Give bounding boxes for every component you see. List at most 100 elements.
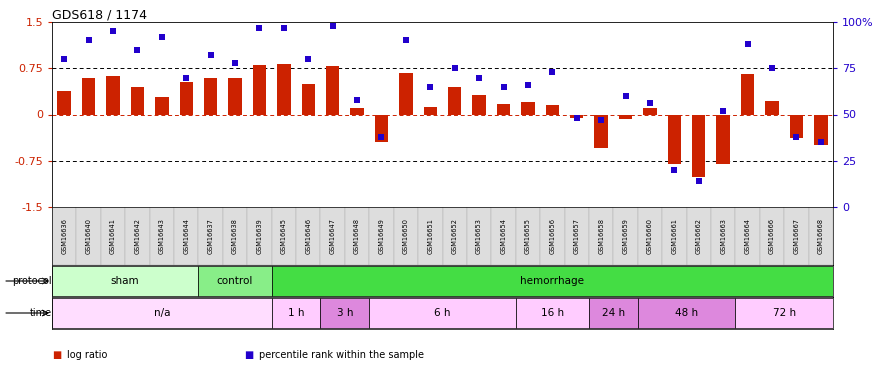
Text: GSM16649: GSM16649 [379, 218, 384, 254]
Bar [540, 207, 564, 265]
Text: GSM16659: GSM16659 [622, 218, 628, 254]
Text: GSM16648: GSM16648 [354, 218, 360, 254]
Text: GSM16640: GSM16640 [86, 218, 92, 254]
Bar [564, 207, 589, 265]
Bar [271, 266, 833, 296]
Text: ■: ■ [52, 350, 61, 360]
Bar [179, 82, 193, 114]
Text: GSM16636: GSM16636 [61, 218, 67, 254]
Bar [741, 74, 754, 114]
Text: GSM16637: GSM16637 [207, 218, 214, 254]
Text: GSM16654: GSM16654 [500, 218, 507, 254]
Text: GSM16644: GSM16644 [183, 218, 189, 254]
Text: GSM16639: GSM16639 [256, 218, 262, 254]
Text: GSM16651: GSM16651 [427, 218, 433, 254]
Text: GSM16668: GSM16668 [818, 218, 823, 254]
Bar [150, 207, 174, 265]
Text: GSM16645: GSM16645 [281, 218, 287, 254]
Text: n/a: n/a [154, 308, 170, 318]
Text: GSM16663: GSM16663 [720, 218, 726, 254]
Text: 1 h: 1 h [288, 308, 304, 318]
Bar [271, 207, 296, 265]
Text: GSM16638: GSM16638 [232, 218, 238, 254]
Bar [174, 207, 199, 265]
Bar [515, 298, 589, 328]
Bar [253, 65, 266, 114]
Bar [613, 207, 638, 265]
Text: GSM16660: GSM16660 [647, 218, 653, 254]
Bar [789, 114, 803, 138]
Bar [418, 207, 443, 265]
Bar [619, 114, 633, 119]
Text: GSM16641: GSM16641 [110, 218, 116, 254]
Bar [570, 114, 584, 118]
Bar [223, 207, 248, 265]
Text: protocol: protocol [12, 276, 52, 286]
Text: 24 h: 24 h [602, 308, 625, 318]
Bar [82, 78, 95, 114]
Text: 48 h: 48 h [675, 308, 698, 318]
Bar [668, 114, 681, 164]
Text: GSM16664: GSM16664 [745, 218, 751, 254]
Bar [155, 97, 169, 114]
Text: GSM16642: GSM16642 [135, 218, 140, 254]
Bar [760, 207, 784, 265]
Bar [467, 207, 492, 265]
Bar [515, 207, 540, 265]
Bar [302, 84, 315, 114]
Bar [492, 207, 515, 265]
Bar [204, 78, 217, 114]
Bar [497, 104, 510, 114]
Text: GSM16662: GSM16662 [696, 218, 702, 254]
Text: GSM16656: GSM16656 [550, 218, 556, 254]
Bar [130, 87, 144, 114]
Text: GDS618 / 1174: GDS618 / 1174 [52, 9, 147, 22]
Bar [296, 207, 320, 265]
Bar [443, 207, 467, 265]
Bar [735, 207, 760, 265]
Text: GSM16657: GSM16657 [574, 218, 580, 254]
Text: GSM16643: GSM16643 [159, 218, 164, 254]
Bar [248, 207, 271, 265]
Bar [643, 108, 656, 114]
Bar [711, 207, 735, 265]
Bar [589, 298, 638, 328]
Bar [473, 95, 486, 114]
Bar [199, 266, 271, 296]
Bar [522, 102, 535, 114]
Text: percentile rank within the sample: percentile rank within the sample [259, 350, 424, 360]
Bar [199, 207, 223, 265]
Text: time: time [30, 308, 52, 318]
Text: GSM16647: GSM16647 [330, 218, 336, 254]
Bar [350, 108, 364, 114]
Text: GSM16653: GSM16653 [476, 218, 482, 254]
Text: log ratio: log ratio [66, 350, 108, 360]
Text: GSM16650: GSM16650 [402, 218, 409, 254]
Text: GSM16655: GSM16655 [525, 218, 531, 254]
Text: 72 h: 72 h [773, 308, 795, 318]
Bar [589, 207, 613, 265]
Bar [369, 298, 515, 328]
Text: GSM16661: GSM16661 [671, 218, 677, 254]
Bar [394, 207, 418, 265]
Text: 3 h: 3 h [337, 308, 354, 318]
Bar [58, 91, 71, 114]
Bar [52, 298, 271, 328]
Bar [687, 207, 711, 265]
Text: GSM16666: GSM16666 [769, 218, 775, 254]
Bar [228, 78, 242, 114]
Text: ■: ■ [244, 350, 254, 360]
Bar [424, 107, 437, 114]
Bar [271, 298, 320, 328]
Bar [735, 298, 833, 328]
Bar [399, 73, 413, 114]
Bar [638, 207, 662, 265]
Bar [320, 298, 369, 328]
Bar [76, 207, 101, 265]
Text: GSM16667: GSM16667 [794, 218, 800, 254]
Bar [594, 114, 608, 148]
Bar [448, 87, 461, 114]
Bar [374, 114, 388, 142]
Text: sham: sham [111, 276, 139, 286]
Bar [784, 207, 808, 265]
